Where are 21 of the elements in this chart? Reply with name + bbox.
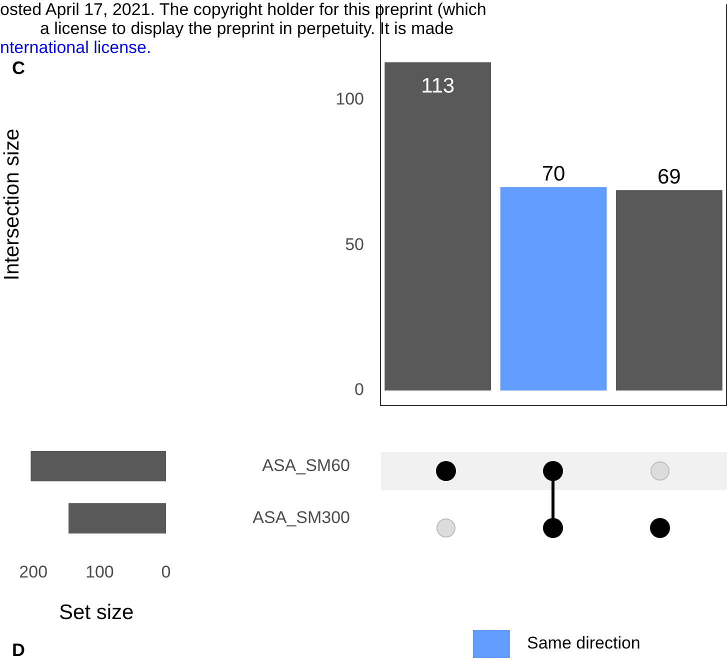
bar xyxy=(616,190,722,390)
annotation: a license to display the preprint in perpetuity. It is made xyxy=(40,19,454,39)
bar xyxy=(384,62,492,390)
y-tick-label: 0 xyxy=(354,380,364,400)
text: D xyxy=(12,640,25,660)
x-tick-label: 200 xyxy=(19,562,48,582)
x-axis-title: Set size xyxy=(59,601,134,624)
data-label: 70 xyxy=(542,162,566,186)
data-label: 69 xyxy=(657,165,681,188)
y-tick-label: 100 xyxy=(336,90,364,109)
x-tick-label: 0 xyxy=(161,562,171,582)
legend-label: Same direction xyxy=(527,634,640,653)
x-tick-label: 100 xyxy=(86,562,114,582)
y-tick-label: ASA_SM300 xyxy=(252,508,350,527)
text: nternational license. xyxy=(0,38,152,58)
y-tick-label: 50 xyxy=(345,234,364,254)
y-tick-label: ASA_SM60 xyxy=(262,456,350,475)
data-label: 113 xyxy=(421,74,455,98)
bar xyxy=(500,187,607,390)
text: C xyxy=(12,58,25,78)
y-axis-title: Intersection size xyxy=(0,128,24,280)
